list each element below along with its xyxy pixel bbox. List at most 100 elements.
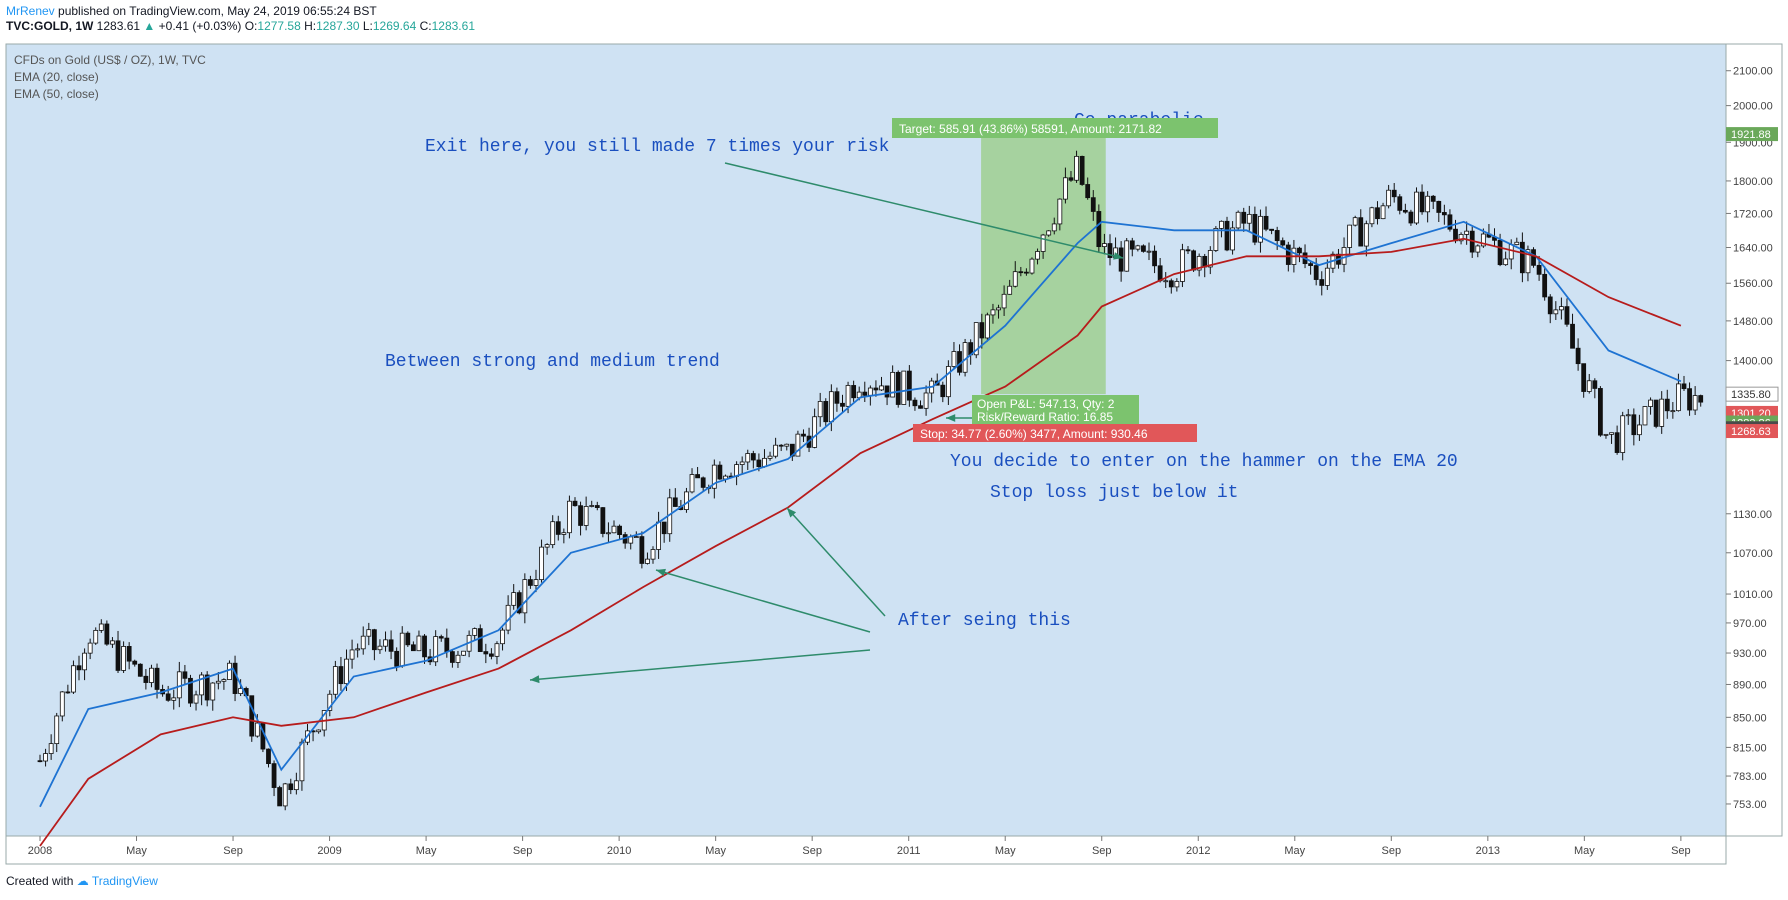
price-tag-label: 1921.88 xyxy=(1731,129,1771,141)
candle-body xyxy=(1341,247,1347,265)
candle-body xyxy=(394,650,400,667)
price-axis[interactable] xyxy=(1725,43,1783,837)
candle-body xyxy=(360,635,366,650)
x-tick-label: Sep xyxy=(1382,845,1402,857)
candle-body xyxy=(840,402,845,407)
candle-body xyxy=(1035,251,1040,260)
candle-body xyxy=(210,682,216,701)
candle-body xyxy=(1542,273,1548,298)
candle-body xyxy=(1168,280,1174,288)
candle-body xyxy=(1107,243,1113,258)
candle-body xyxy=(572,500,578,507)
candle-body xyxy=(455,654,461,663)
plot-area[interactable] xyxy=(5,43,1727,837)
target-label: Target: 585.91 (43.86%) 58591, Amount: 2… xyxy=(899,122,1162,136)
candle-body xyxy=(327,693,333,711)
arrow-head-icon xyxy=(1113,252,1123,260)
candle-body xyxy=(1419,191,1425,213)
candle-body xyxy=(1224,220,1230,251)
candle-body xyxy=(1397,196,1403,211)
candle-body xyxy=(873,387,879,391)
y-tick-label: 1720.00 xyxy=(1733,208,1773,220)
y-tick-label: 970.00 xyxy=(1733,618,1767,630)
y-tick-label: 1640.00 xyxy=(1733,242,1773,254)
candle-body xyxy=(984,314,990,339)
candle-body xyxy=(188,677,193,704)
candle-body xyxy=(695,474,700,479)
candle-body xyxy=(511,592,517,606)
candle-body xyxy=(1118,247,1124,272)
candle-body xyxy=(1285,244,1291,265)
legend-ema50: EMA (50, close) xyxy=(14,87,99,101)
candle-body xyxy=(1637,424,1642,436)
y-tick-label: 930.00 xyxy=(1733,648,1767,660)
stop-label-bg xyxy=(913,424,1197,442)
candle-body xyxy=(1096,211,1102,248)
price-tag xyxy=(1725,386,1779,402)
footer: Created with ☁ TradingView xyxy=(6,874,158,888)
candle-body xyxy=(1464,230,1470,235)
tradingview-link[interactable]: TradingView xyxy=(91,874,158,888)
y-tick-label: 815.00 xyxy=(1733,742,1767,754)
candle-body xyxy=(438,636,444,639)
candle-body xyxy=(1152,250,1157,267)
candle-body xyxy=(449,651,455,663)
candle-body xyxy=(717,464,723,480)
y-tick-label: 1130.00 xyxy=(1733,509,1772,521)
candle-body xyxy=(1252,213,1258,243)
symbol-label: TVC:GOLD, 1W xyxy=(6,19,94,33)
candle-body xyxy=(377,645,383,651)
candle-body xyxy=(1135,245,1141,250)
candle-body xyxy=(1475,245,1481,253)
candle-body xyxy=(684,491,689,510)
candle-body xyxy=(104,623,110,645)
candle-body xyxy=(606,532,611,535)
candle-body xyxy=(996,307,1001,311)
candle-body xyxy=(1603,433,1609,436)
author-link[interactable]: MrRenev xyxy=(6,4,55,18)
candle-body xyxy=(483,651,489,655)
candle-body xyxy=(1653,399,1659,427)
candle-body xyxy=(232,662,238,694)
candle-body xyxy=(98,623,104,631)
y-tick-label: 850.00 xyxy=(1733,712,1767,724)
arrow-head-icon xyxy=(530,675,540,684)
candle-body xyxy=(973,322,979,356)
candle-body xyxy=(795,433,801,457)
chart-header: MrRenev published on TradingView.com, Ma… xyxy=(6,4,475,34)
candle-body xyxy=(1519,241,1525,274)
candle-body xyxy=(71,665,76,693)
candle-body xyxy=(1146,250,1152,253)
candle-body xyxy=(227,662,232,680)
arrow-head-icon xyxy=(787,508,797,518)
x-tick-label: May xyxy=(126,845,147,857)
candle-body xyxy=(906,370,912,401)
candle-body xyxy=(884,385,890,398)
price-change: +0.41 (+0.03%) xyxy=(158,19,242,33)
arrow-head-icon xyxy=(656,568,666,577)
tradingview-logo-icon: ☁ xyxy=(76,874,89,888)
candle-body xyxy=(282,783,288,807)
annotation-exit: Exit here, you still made 7 times your r… xyxy=(425,137,889,157)
candle-body xyxy=(1692,395,1698,411)
x-tick-label: Sep xyxy=(513,845,533,857)
candle-body xyxy=(945,366,951,398)
candle-body xyxy=(137,663,143,677)
candle-body xyxy=(1441,212,1447,216)
candle-body xyxy=(1586,380,1592,392)
price-tag xyxy=(1726,424,1778,439)
time-axis[interactable] xyxy=(5,835,1727,865)
candle-body xyxy=(277,787,283,807)
candle-body xyxy=(1375,207,1380,220)
candle-body xyxy=(633,536,639,538)
candle-body xyxy=(923,392,929,409)
candle-body xyxy=(266,748,271,765)
candle-body xyxy=(879,385,884,391)
x-tick-label: 2010 xyxy=(607,845,631,857)
candle-body xyxy=(1676,383,1681,412)
candle-body xyxy=(54,715,60,745)
candle-body xyxy=(500,629,505,645)
risk-reward-label: Risk/Reward Ratio: 16.85 xyxy=(977,410,1113,424)
candle-body xyxy=(895,371,901,405)
